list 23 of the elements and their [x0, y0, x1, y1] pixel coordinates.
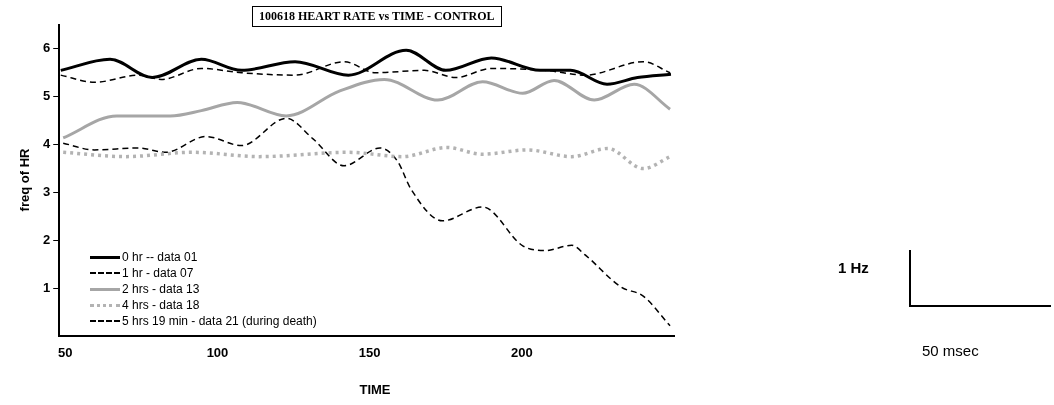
y-tick-label: 1	[43, 280, 51, 296]
line-series	[61, 77, 672, 140]
y-tick-label: 5	[43, 88, 51, 104]
legend-label: 2 hrs - data 13	[122, 282, 200, 296]
x-tick-label: 200	[510, 344, 533, 360]
text: 1 Hz	[838, 259, 869, 276]
legend-label: 5 hrs 19 min - data 21 (during death)	[122, 314, 317, 328]
y-tick-label: 3	[43, 184, 51, 200]
line-series	[61, 145, 672, 171]
y-tick-label: 2	[43, 232, 51, 248]
y-tick-label: 4	[43, 136, 51, 152]
y-axis-title: freq of HR	[16, 148, 32, 212]
x-tick-label: 50	[58, 344, 73, 360]
legend-label: 0 hr -- data 01	[122, 250, 198, 264]
chart-title: 100618 HEART RATE vs TIME - CONTROL	[252, 6, 502, 27]
text: 50 msec	[922, 342, 979, 359]
line-series	[62, 117, 671, 327]
x-tick-label: 150	[358, 344, 381, 360]
legend-label: 1 hr - data 07	[122, 266, 194, 280]
y-tick-label: 6	[43, 40, 51, 56]
x-tick-label: 100	[206, 344, 229, 360]
legend-label: 4 hrs - data 18	[122, 298, 200, 312]
x-axis-title: TIME	[359, 382, 391, 397]
